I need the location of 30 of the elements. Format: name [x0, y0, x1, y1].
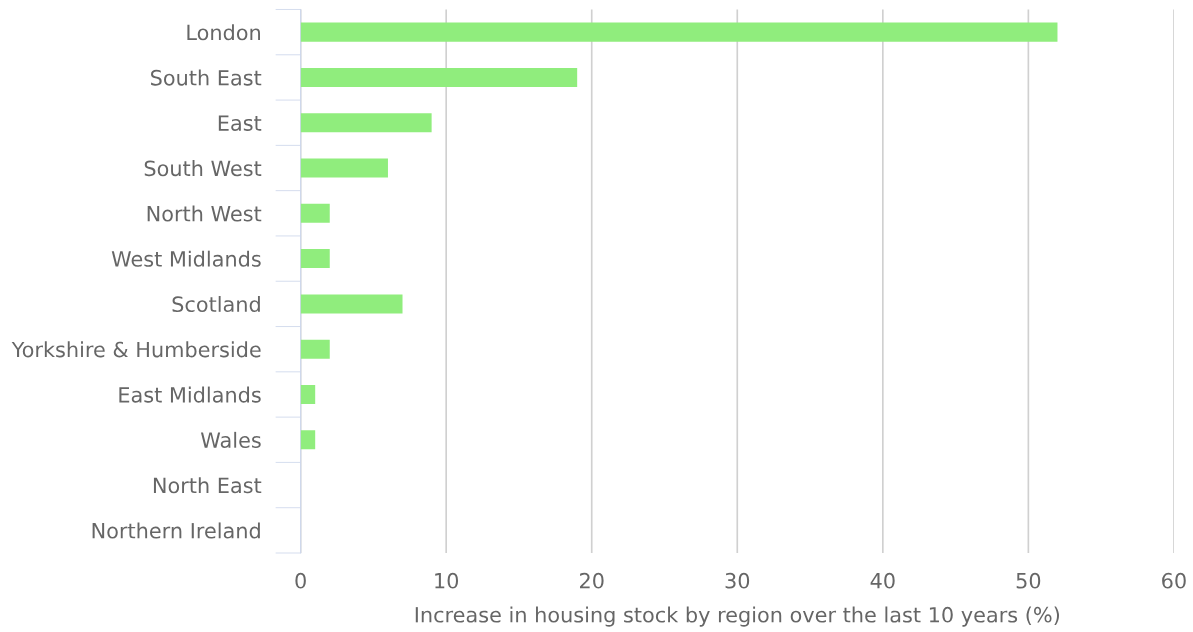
- y-tick-label: South West: [144, 160, 262, 177]
- y-tick-label: Northern Ireland: [92, 522, 260, 539]
- bar: [300, 203, 330, 223]
- x-tick-label: 20: [580, 572, 604, 589]
- bar: [300, 384, 316, 404]
- y-tick-label: Scotland: [172, 295, 260, 313]
- y-tick-label: Wales: [200, 431, 261, 448]
- x-tick-label: 10: [435, 572, 459, 589]
- bar: [300, 158, 388, 178]
- y-tick-label: London: [187, 24, 260, 41]
- bar: [300, 22, 1058, 42]
- x-tick-label: 50: [1016, 572, 1041, 589]
- bar: [300, 339, 330, 359]
- y-tick-label: North West: [147, 205, 262, 222]
- y-tick-label: South East: [151, 69, 262, 86]
- bar: [300, 294, 403, 314]
- bar: [300, 113, 432, 133]
- x-tick-label: 40: [870, 572, 895, 589]
- bar: [300, 67, 578, 87]
- y-tick-label: West Midlands: [111, 250, 261, 267]
- x-axis-title: Increase in housing stock by region over the last 10 years (%): [415, 606, 1060, 627]
- x-tick-label: 0: [295, 572, 306, 589]
- y-tick-label: East: [218, 115, 262, 131]
- y-tick-label: East Midlands: [119, 386, 261, 403]
- bar: [300, 430, 316, 450]
- x-tick-label: 60: [1162, 572, 1186, 589]
- bar: [300, 249, 330, 269]
- y-tick-label: Yorkshire & Humberside: [11, 341, 261, 358]
- y-tick-label: North East: [153, 477, 262, 494]
- x-tick-label: 30: [725, 572, 750, 589]
